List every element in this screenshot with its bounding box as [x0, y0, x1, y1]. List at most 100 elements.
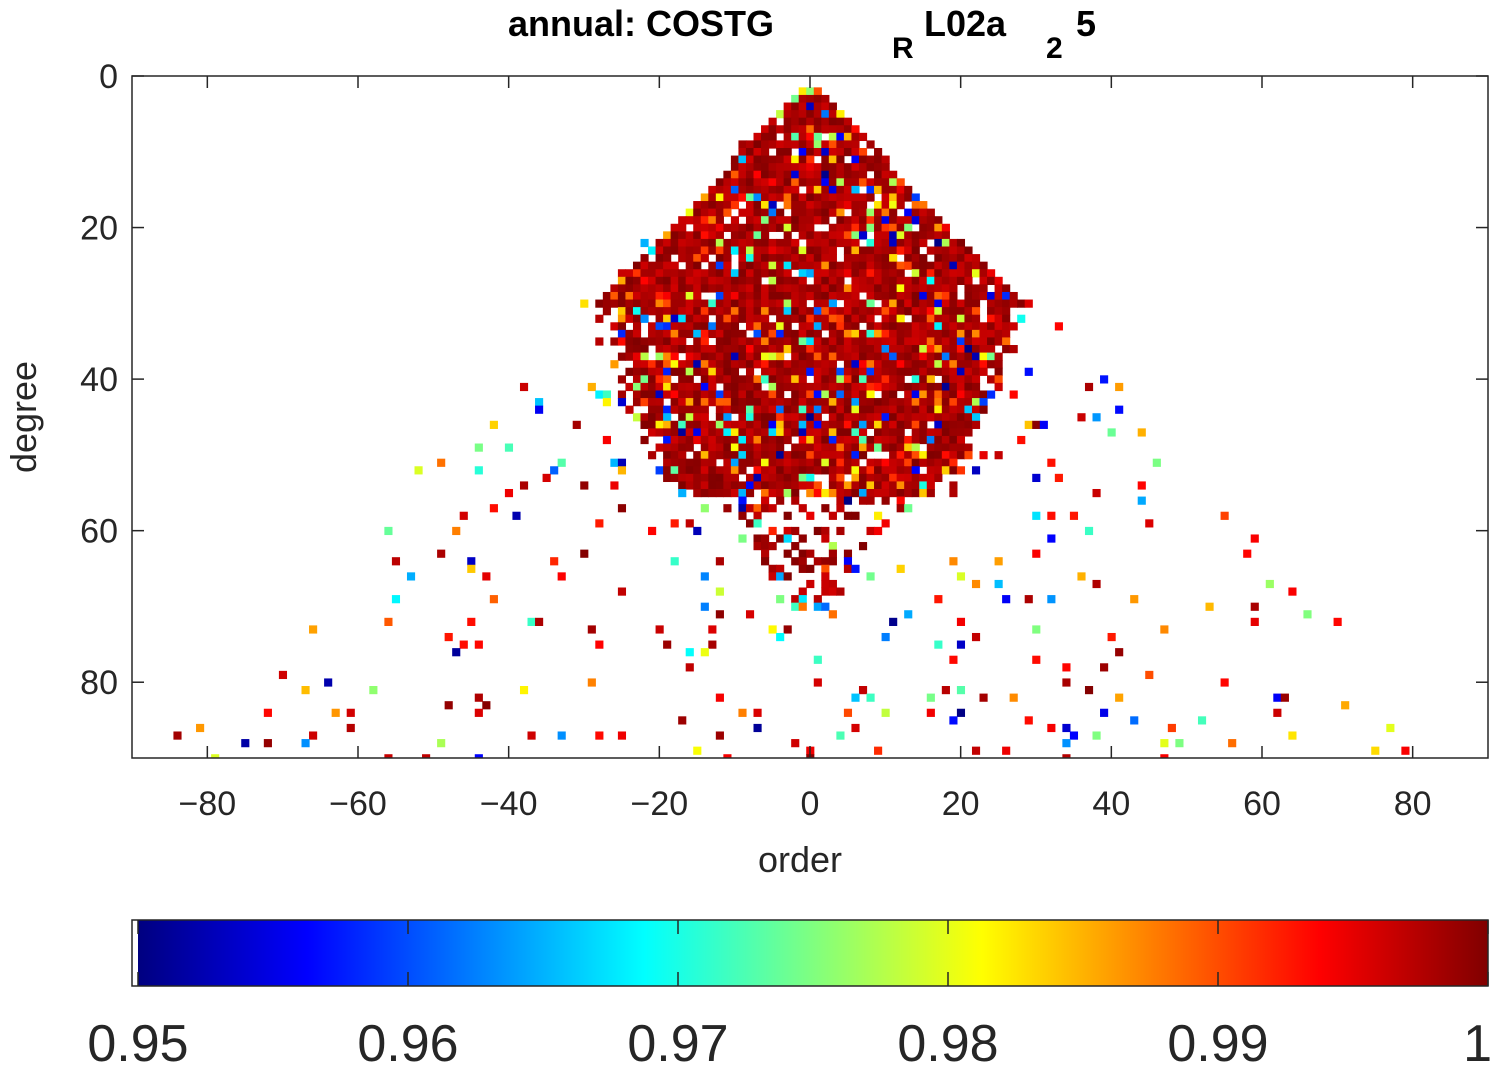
- heatmap-cell: [934, 466, 943, 475]
- heatmap-cell: [761, 473, 770, 483]
- heatmap-cell: [467, 557, 476, 566]
- heatmap-cell: [843, 549, 853, 558]
- heatmap-cell: [843, 140, 853, 149]
- heatmap-cell: [745, 398, 755, 407]
- heatmap-cell: [648, 246, 657, 255]
- heatmap-cell: [919, 291, 928, 301]
- heatmap-cell: [783, 185, 792, 195]
- heatmap-cell: [949, 269, 958, 278]
- heatmap-cell: [776, 284, 785, 293]
- heatmap-cell: [1167, 723, 1176, 733]
- heatmap-cell: [632, 299, 642, 308]
- heatmap-cell: [806, 231, 815, 240]
- heatmap-cell: [745, 481, 755, 490]
- heatmap-cell: [934, 640, 943, 649]
- heatmap-cell: [896, 193, 905, 202]
- heatmap-cell: [994, 276, 1003, 285]
- heatmap-cell: [828, 382, 837, 392]
- heatmap-cell: [798, 223, 807, 232]
- heatmap-cell: [858, 261, 868, 270]
- heatmap-cell: [655, 307, 664, 316]
- heatmap-cell: [753, 216, 762, 225]
- heatmap-cell: [926, 398, 935, 407]
- heatmap-cell: [889, 231, 898, 240]
- heatmap-cell: [851, 223, 860, 232]
- heatmap-cell: [836, 488, 845, 498]
- heatmap-cell: [964, 451, 973, 460]
- heatmap-cell: [263, 708, 272, 717]
- x-tick-label: −60: [329, 785, 387, 823]
- heatmap-cell: [693, 405, 702, 414]
- heatmap-cell: [836, 117, 845, 126]
- heatmap-cell: [700, 307, 709, 316]
- heatmap-cell: [956, 337, 966, 346]
- heatmap-cell: [535, 398, 544, 407]
- heatmap-cell: [753, 352, 762, 361]
- heatmap-cell: [685, 382, 694, 392]
- heatmap-cell: [926, 216, 935, 225]
- heatmap-cell: [1220, 678, 1229, 687]
- heatmap-cell: [1002, 291, 1011, 301]
- heatmap-cell: [595, 640, 604, 649]
- heatmap-cell: [678, 254, 687, 263]
- heatmap-cell: [971, 291, 981, 301]
- heatmap-cell: [934, 443, 943, 452]
- heatmap-cell: [459, 640, 468, 649]
- heatmap-cell: [783, 473, 792, 483]
- heatmap-cell: [527, 731, 536, 740]
- heatmap-cell: [700, 201, 709, 210]
- heatmap-cell: [761, 549, 770, 558]
- heatmap-cell: [941, 405, 950, 414]
- heatmap-cell: [1303, 610, 1312, 619]
- heatmap-cell: [821, 337, 830, 346]
- heatmap-cell: [723, 420, 732, 429]
- heatmap-cell: [768, 390, 777, 399]
- heatmap-cell: [896, 428, 905, 437]
- heatmap-cell: [768, 345, 777, 354]
- heatmap-cell: [730, 269, 740, 278]
- heatmap-cell: [1386, 723, 1395, 733]
- heatmap-cell: [738, 375, 747, 384]
- heatmap-cell: [685, 307, 694, 316]
- heatmap-cell: [866, 140, 875, 149]
- heatmap-cell: [776, 428, 785, 437]
- heatmap-cell: [768, 117, 777, 126]
- heatmap-cell: [836, 269, 845, 278]
- heatmap-cell: [798, 314, 807, 323]
- heatmap-cell: [843, 329, 853, 339]
- heatmap-cell: [941, 238, 950, 248]
- heatmap-cell: [761, 163, 770, 172]
- heatmap-cell: [836, 216, 845, 225]
- heatmap-cell: [693, 337, 702, 346]
- heatmap-cell: [708, 640, 717, 649]
- heatmap-cell: [828, 238, 837, 248]
- heatmap-cell: [1273, 693, 1282, 702]
- heatmap-cell: [821, 208, 830, 217]
- colorbar-tick-label: 0.99: [1167, 1015, 1268, 1067]
- heatmap-cell: [768, 329, 777, 339]
- heatmap-cell: [768, 163, 777, 172]
- heatmap-cell: [836, 428, 845, 437]
- heatmap-cell: [798, 564, 807, 573]
- heatmap-cell: [851, 163, 860, 172]
- heatmap-cell: [783, 488, 792, 498]
- heatmap-cell: [1062, 723, 1071, 733]
- heatmap-cell: [911, 488, 920, 498]
- heatmap-cell: [791, 261, 800, 270]
- heatmap-cell: [738, 254, 747, 263]
- heatmap-cell: [941, 299, 950, 308]
- heatmap-cell: [858, 390, 868, 399]
- heatmap-cell: [813, 337, 822, 346]
- heatmap-cell: [919, 322, 928, 331]
- heatmap-cell: [745, 473, 755, 483]
- heatmap-cell: [723, 360, 732, 369]
- heatmap-cell: [791, 390, 800, 399]
- heatmap-cell: [851, 193, 860, 202]
- heatmap-cell: [783, 125, 792, 134]
- heatmap-cell: [655, 625, 664, 634]
- heatmap-cell: [843, 367, 853, 376]
- heatmap-cell: [685, 390, 694, 399]
- heatmap-cell: [406, 572, 416, 581]
- heatmap-cell: [896, 238, 905, 248]
- heatmap-cell: [956, 329, 966, 339]
